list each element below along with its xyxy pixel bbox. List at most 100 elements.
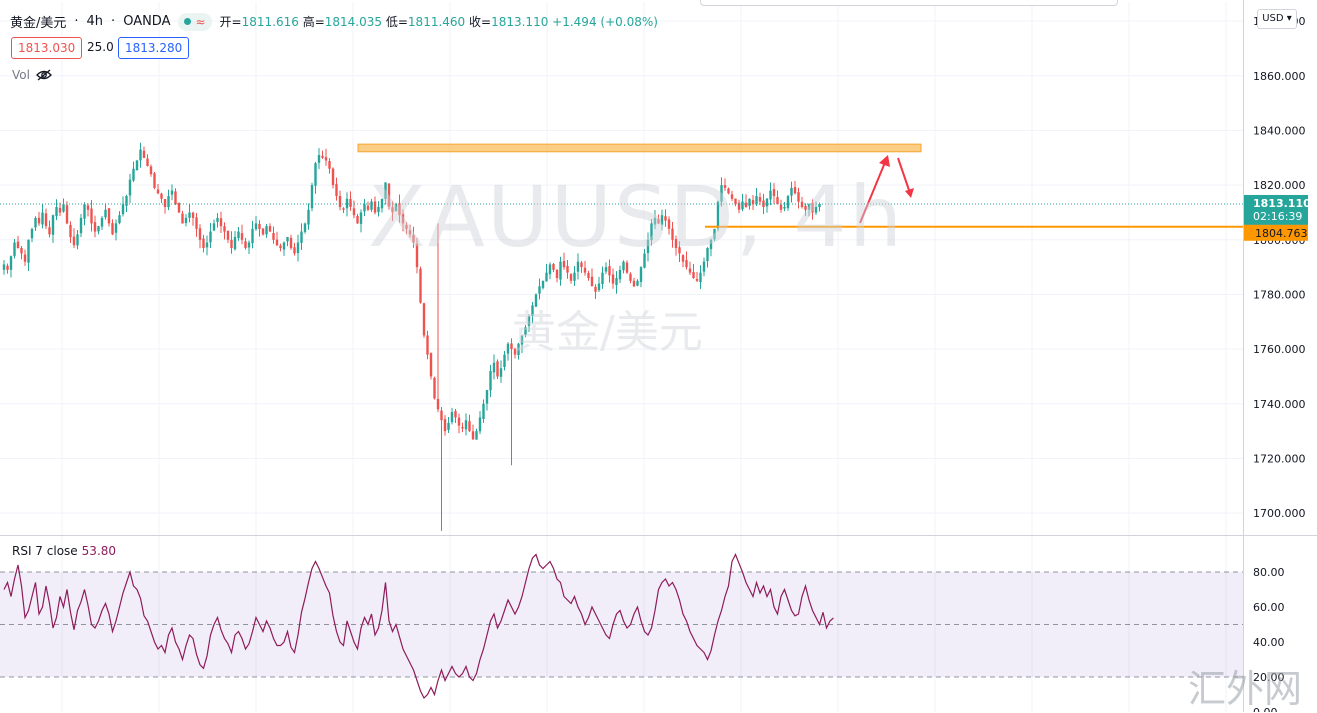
candle-body: [104, 209, 107, 218]
candle-body: [534, 294, 538, 307]
candle-body: [765, 198, 769, 207]
resistance-zone[interactable]: [357, 143, 922, 153]
candle-body: [573, 272, 576, 281]
price-axis[interactable]: 1880.0001860.0001840.0001820.0001800.000…: [1244, 15, 1311, 712]
eye-hidden-icon[interactable]: [36, 69, 52, 81]
candle-body: [632, 280, 636, 287]
symbol-name-watermark: 黄金/美元: [512, 307, 703, 358]
candle-body: [209, 231, 212, 243]
candle-body: [370, 201, 373, 210]
candle-body: [779, 204, 783, 210]
rsi-tick-label: 40.00: [1253, 636, 1285, 649]
candle-body: [128, 179, 132, 196]
candle-body: [338, 195, 342, 207]
candle-body: [79, 217, 83, 234]
candle-body: [611, 274, 615, 284]
candle-body: [748, 198, 751, 206]
candle-body: [321, 155, 324, 158]
candle-body: [415, 243, 419, 268]
candle-body: [615, 278, 618, 286]
candle-body: [485, 390, 489, 404]
interval-label[interactable]: 4h: [86, 14, 104, 29]
candle-body: [755, 196, 758, 205]
candle-body: [618, 269, 622, 280]
candle-body: [636, 280, 639, 286]
candle-body: [191, 212, 195, 218]
candle-body: [114, 223, 118, 233]
candle-body: [807, 204, 811, 210]
candle-body: [531, 305, 534, 316]
legend-separator-2: ·: [111, 14, 116, 29]
candle-body: [156, 189, 160, 194]
candle-body: [517, 343, 520, 355]
candle-body: [121, 204, 125, 215]
sell-button[interactable]: 1813.030: [11, 37, 83, 59]
top-toolbar-edge[interactable]: [700, 0, 1118, 6]
arrow-down-line: [897, 157, 911, 194]
price-tick-label: 1780.000: [1253, 288, 1306, 301]
candle-body: [741, 201, 744, 210]
candle-body: [366, 205, 370, 210]
candle-body: [751, 200, 755, 205]
price-tick-label: 1860.000: [1253, 70, 1306, 83]
candle-body: [590, 276, 594, 287]
candle-body: [513, 348, 517, 355]
projection-arrows[interactable]: [859, 155, 914, 224]
candle-body: [275, 239, 279, 246]
candle-body: [272, 233, 275, 240]
candle-body: [625, 262, 629, 273]
candle-body: [401, 214, 405, 224]
candle-body: [762, 200, 765, 207]
candle-body: [51, 215, 55, 235]
candle-body: [62, 204, 65, 212]
site-watermark: 汇外网: [1188, 667, 1303, 711]
candle-body: [219, 218, 223, 227]
candle-body: [55, 207, 58, 217]
candle-body: [608, 266, 611, 276]
candle-body: [671, 228, 674, 240]
candle-body: [247, 242, 251, 248]
candle-body: [457, 417, 461, 426]
candle-body: [429, 353, 433, 377]
market-status-badge[interactable]: ≈: [178, 12, 212, 31]
candle-body: [506, 343, 510, 354]
candle-body: [797, 192, 800, 202]
candle-body: [510, 343, 513, 350]
wave-icon: ≈: [195, 14, 206, 29]
candle-body: [363, 204, 366, 212]
candle-body: [786, 196, 790, 209]
candle-body: [639, 267, 643, 282]
high-value: 1814.035: [324, 15, 383, 29]
candle-body: [352, 208, 356, 216]
candle-body: [230, 239, 233, 248]
market-open-dot-icon: [184, 18, 192, 25]
spread-value: 25.0: [87, 40, 114, 54]
buy-button[interactable]: 1813.280: [118, 37, 190, 59]
price-lines: [0, 203, 1243, 228]
candle-body: [48, 227, 51, 235]
candle-body: [520, 335, 524, 345]
candle-body: [664, 216, 667, 221]
candle-body: [181, 213, 184, 224]
candle-body: [188, 212, 191, 218]
candle-body: [450, 412, 454, 423]
candle-body: [597, 283, 601, 291]
candle-body: [233, 237, 237, 250]
legend-separator: ·: [74, 14, 79, 29]
rsi-current-value: 53.80: [81, 544, 117, 558]
candle-body: [107, 208, 111, 224]
candle-body: [604, 267, 608, 272]
candle-body: [646, 239, 650, 254]
candle-body: [793, 187, 797, 194]
candle-body: [394, 204, 398, 212]
rsi-band: [0, 571, 1243, 678]
currency-select[interactable]: USD ▾: [1257, 9, 1297, 29]
symbol-name[interactable]: 黄金/美元: [10, 16, 67, 31]
candle-body: [328, 161, 331, 169]
candle-body: [261, 228, 265, 235]
candle-body: [13, 242, 16, 256]
broker-label: OANDA: [123, 14, 171, 29]
candle-body: [97, 226, 100, 232]
candle-body: [695, 279, 699, 281]
